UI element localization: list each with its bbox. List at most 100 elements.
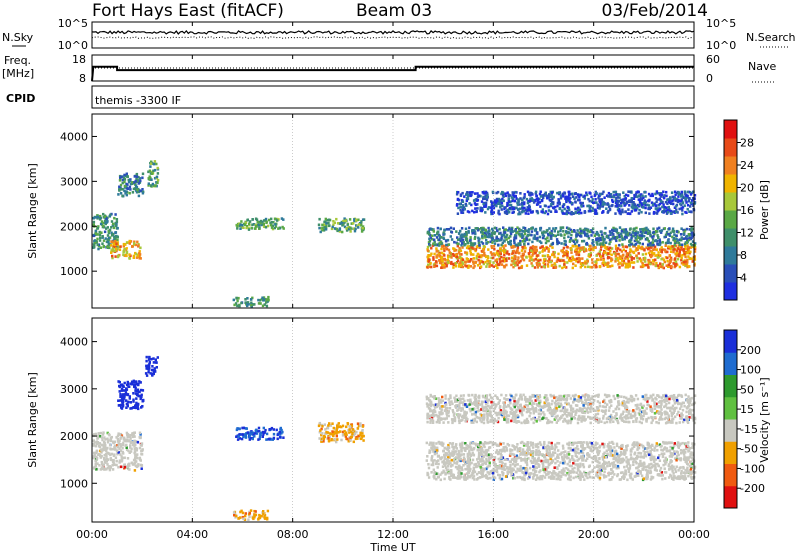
scatter-cell-4	[240, 226, 244, 229]
scatter-cell-7	[681, 248, 684, 251]
scatter-cell-4	[270, 217, 273, 221]
scatter-cell-7	[634, 249, 638, 252]
scatter-cell-6	[649, 458, 653, 462]
scatter-cell-7	[456, 244, 459, 248]
scatter-cell-7	[492, 265, 495, 268]
scatter-cell-1	[129, 240, 133, 243]
scatter-cell-4	[346, 422, 350, 426]
scatter-cell-8	[555, 238, 559, 241]
scatter-cell-0	[102, 212, 105, 216]
scatter-cell-9	[496, 202, 499, 205]
scatter-cell-9	[622, 191, 625, 194]
scatter-cell-9	[506, 201, 509, 205]
scatter-cell-7	[576, 245, 579, 248]
scatter-cell-9	[653, 202, 656, 206]
scatter-cell-1	[125, 247, 128, 250]
scatter-cell-0	[130, 433, 134, 437]
scatter-cell-8	[586, 243, 589, 246]
scatter-cell-7	[635, 254, 638, 258]
scatter-cell-6	[673, 444, 676, 447]
scatter-cell-8	[491, 236, 495, 240]
scatter-cell-4	[332, 426, 335, 430]
scatter-cell-9	[689, 201, 693, 205]
scatter-cell-1	[111, 256, 114, 260]
scatter-cell-5	[317, 223, 321, 227]
scatter-cell-9	[665, 210, 668, 213]
scatter-cell-8	[530, 227, 533, 230]
scatter-cell-1	[128, 242, 131, 245]
scatter-cell-7	[440, 255, 443, 259]
scatter-cell-9	[680, 198, 683, 201]
scatter-cell-8	[632, 234, 635, 238]
scatter-cell-8	[623, 230, 627, 234]
scatter-cell-6	[535, 448, 538, 452]
scatter-cell-7	[487, 256, 490, 259]
scatter-cell-6	[433, 471, 436, 475]
scatter-cell-3	[272, 428, 275, 431]
scatter-cell-4	[242, 226, 245, 229]
scatter-cell-7	[660, 248, 663, 252]
scatter-cell-0	[113, 463, 116, 466]
scatter-cell-8	[563, 236, 566, 240]
scatter-cell-9	[543, 211, 547, 215]
scatter-cell-7	[659, 262, 662, 265]
scatter-cell-6	[627, 467, 630, 471]
scatter-cell-9	[526, 206, 529, 209]
scatter-cell-0	[118, 439, 121, 443]
scatter-cell-8	[633, 231, 636, 235]
scatter-cell-7	[581, 248, 584, 251]
scatter-cell-7	[601, 254, 605, 258]
scatter-cell-9	[484, 211, 487, 214]
scatter-cell-0	[102, 221, 105, 225]
scatter-cell-9	[664, 200, 668, 204]
scatter-cell-8	[685, 241, 689, 244]
scatter-cell-7	[546, 265, 550, 268]
scatter-cell-8	[434, 243, 438, 246]
scatter-cell-5	[241, 515, 245, 519]
scatter-cell-9	[538, 201, 542, 204]
scatter-cell-8	[673, 240, 677, 243]
scatter-cell-7	[442, 247, 446, 251]
scatter-cell-8	[459, 237, 462, 240]
scatter-cell-6	[447, 443, 450, 447]
scatter-cell-9	[552, 201, 555, 204]
scatter-cell-9	[504, 192, 507, 195]
scatter-cell-7	[566, 254, 569, 257]
scatter-cell-4	[248, 220, 252, 223]
scatter-cell-6	[503, 449, 506, 453]
scatter-cell-8	[623, 237, 626, 241]
scatter-cell-9	[590, 195, 593, 199]
scatter-cell-8	[588, 230, 592, 234]
scatter-cell-1	[135, 406, 138, 410]
scatter-cell-6	[586, 442, 590, 446]
scatter-cell-8	[511, 230, 514, 233]
scatter-cell-4	[327, 436, 330, 440]
scatter-cell-3	[248, 438, 251, 441]
scatter-cell-7	[458, 263, 461, 266]
scatter-cell-3	[149, 176, 152, 180]
scatter-cell-9	[544, 204, 547, 208]
scatter-cell-4	[324, 428, 327, 431]
scatter-cell-7	[459, 249, 463, 253]
scatter-cell-8	[436, 243, 439, 247]
scatter-cell-7	[602, 259, 605, 262]
scatter-cell-8	[513, 241, 516, 245]
scatter-cell-8	[604, 226, 607, 230]
scatter-cell-7	[592, 263, 596, 267]
scatter-cell-6	[246, 303, 249, 306]
scatter-cell-5	[318, 226, 321, 230]
scatter-cell-0	[115, 463, 118, 467]
scatter-cell-0	[99, 468, 102, 471]
scatter-cell-7	[547, 250, 550, 253]
scatter-cell-7	[544, 258, 547, 261]
scatter-cell-7	[549, 244, 552, 248]
scatter-cell-6	[437, 462, 440, 466]
scatter-cell-8	[672, 238, 675, 242]
scatter-cell-6	[554, 457, 557, 461]
scatter-cell-7	[492, 245, 496, 248]
scatter-cell-9	[617, 204, 621, 207]
scatter-cell-9	[656, 198, 659, 201]
scatter-cell-1	[123, 247, 126, 251]
scatter-cell-0	[114, 447, 117, 450]
scatter-cell-8	[646, 238, 649, 241]
